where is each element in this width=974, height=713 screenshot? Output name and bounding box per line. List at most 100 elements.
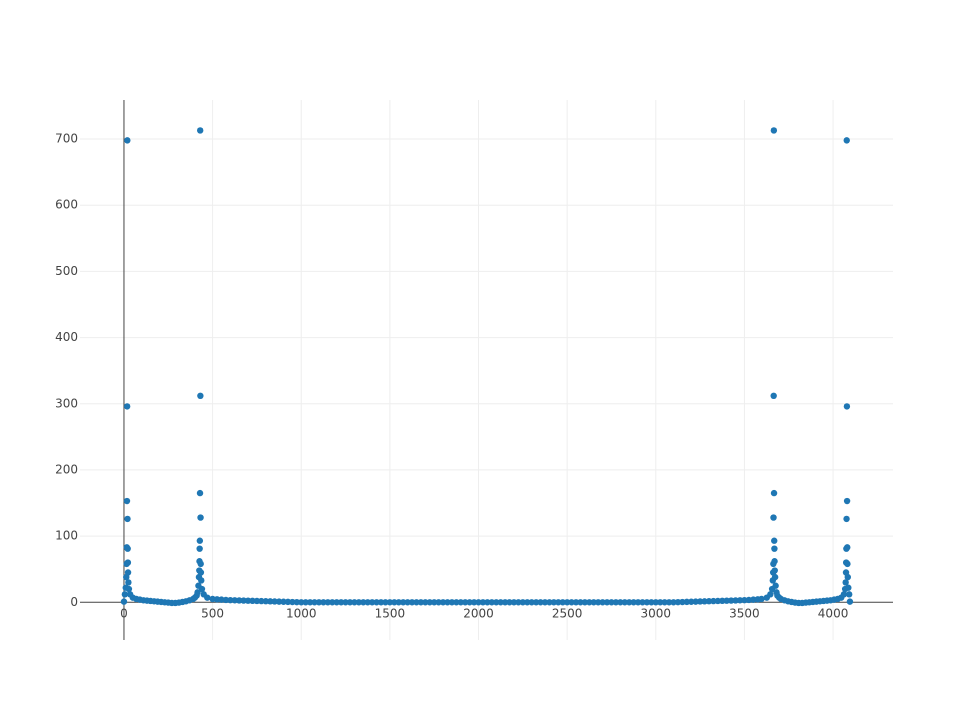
point — [846, 598, 854, 605]
point — [453, 599, 460, 606]
point — [426, 599, 433, 606]
x-tick-label: 1500 — [375, 607, 406, 621]
point — [758, 595, 765, 603]
point — [639, 599, 646, 606]
point — [198, 585, 206, 593]
point — [413, 599, 420, 606]
x-tick-label: 3000 — [641, 607, 672, 621]
point — [546, 599, 553, 606]
point — [194, 589, 201, 596]
point — [448, 599, 456, 606]
point — [617, 599, 624, 606]
point — [377, 599, 385, 606]
point — [457, 599, 464, 606]
point — [634, 599, 642, 606]
point — [572, 599, 580, 606]
point — [462, 599, 469, 606]
point — [524, 599, 531, 606]
point — [528, 599, 535, 606]
point — [771, 573, 779, 581]
tick-labels: 0 500 1000 1500 2000 2500 3000 3500 4000 0 100 200 3… — [55, 132, 848, 621]
x-tick-label: 500 — [201, 607, 224, 621]
point — [665, 599, 673, 606]
point — [355, 599, 363, 606]
point — [770, 514, 777, 521]
point — [399, 599, 407, 606]
point — [124, 137, 131, 144]
point — [306, 599, 314, 606]
point — [470, 599, 478, 606]
point — [612, 599, 620, 606]
zero-lines — [80, 100, 893, 640]
point — [501, 599, 509, 606]
point — [537, 599, 544, 606]
point — [466, 599, 473, 606]
point — [124, 559, 132, 566]
point — [124, 569, 132, 576]
point — [484, 599, 491, 606]
point — [577, 599, 584, 606]
point — [532, 599, 540, 606]
point — [555, 599, 562, 606]
point — [559, 599, 566, 606]
point — [395, 599, 402, 606]
x-tick-label: 1000 — [286, 607, 317, 621]
point — [840, 591, 848, 598]
point — [125, 579, 132, 586]
point — [648, 599, 655, 606]
point — [311, 599, 318, 606]
y-tick-label: 700 — [55, 132, 78, 146]
point — [510, 599, 518, 606]
x-tick-label: 0 — [120, 607, 128, 621]
point — [475, 599, 482, 606]
point — [197, 514, 204, 521]
point — [124, 545, 131, 552]
point — [843, 497, 851, 505]
point — [845, 584, 852, 591]
grid — [80, 100, 893, 640]
point — [333, 599, 340, 606]
point — [197, 569, 205, 576]
point — [844, 560, 851, 568]
point — [772, 582, 779, 589]
point — [581, 599, 589, 606]
point — [368, 599, 376, 606]
point — [488, 599, 496, 606]
points — [120, 127, 854, 607]
point — [346, 599, 354, 606]
y-tick-label: 600 — [55, 198, 78, 212]
point — [408, 599, 416, 606]
point — [771, 537, 778, 544]
y-tick-label: 200 — [55, 462, 78, 476]
point — [382, 599, 389, 606]
point — [435, 599, 442, 606]
point — [608, 599, 615, 606]
point — [196, 127, 204, 134]
point — [360, 599, 367, 606]
point — [197, 560, 204, 568]
point — [621, 599, 628, 606]
point — [120, 598, 128, 605]
point — [844, 544, 851, 551]
point — [661, 599, 668, 606]
point — [599, 599, 606, 606]
point — [198, 577, 205, 584]
point — [444, 599, 451, 606]
point — [657, 599, 664, 606]
point — [364, 599, 371, 606]
y-tick-label: 0 — [70, 595, 78, 609]
point — [479, 599, 487, 606]
point — [590, 599, 597, 606]
point — [302, 599, 309, 606]
point — [324, 599, 332, 606]
point — [422, 599, 429, 606]
point — [196, 545, 203, 552]
point — [770, 392, 777, 400]
point — [373, 599, 380, 606]
y-tick-label: 300 — [55, 396, 78, 410]
point — [842, 579, 849, 586]
point — [121, 591, 129, 598]
point — [771, 558, 778, 565]
point — [767, 591, 774, 598]
